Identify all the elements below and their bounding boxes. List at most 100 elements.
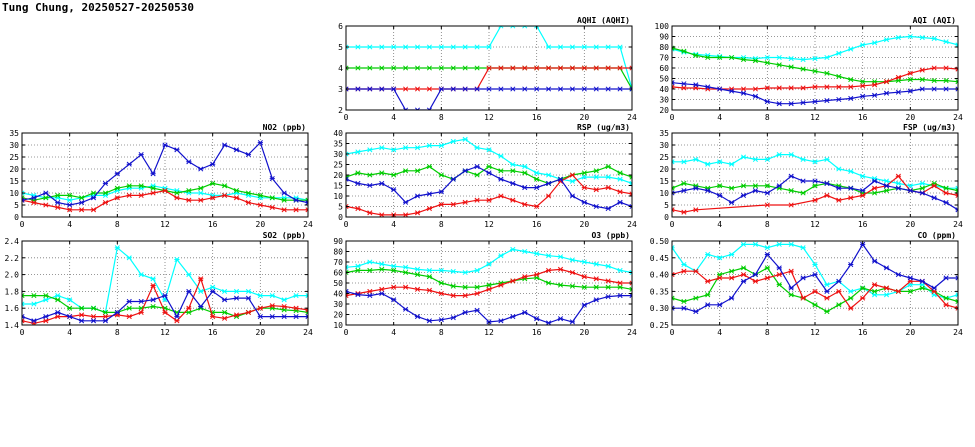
x-tick-label: 12 bbox=[810, 220, 820, 229]
data-point bbox=[379, 170, 385, 176]
data-point bbox=[162, 309, 168, 315]
data-point bbox=[67, 192, 73, 198]
data-point bbox=[186, 159, 192, 165]
chart-title: O3 (ppb) bbox=[591, 231, 630, 240]
data-point bbox=[426, 274, 433, 280]
data-point bbox=[55, 314, 61, 320]
data-point bbox=[581, 185, 587, 191]
data-point bbox=[800, 156, 806, 162]
data-point bbox=[391, 297, 397, 303]
data-point bbox=[764, 265, 770, 271]
data-point bbox=[812, 55, 818, 62]
data-point bbox=[210, 288, 216, 294]
x-tick-label: 24 bbox=[303, 220, 313, 229]
data-point bbox=[836, 96, 842, 103]
data-point bbox=[569, 269, 576, 276]
data-point bbox=[293, 305, 299, 311]
data-point bbox=[402, 284, 409, 290]
data-point bbox=[812, 84, 818, 90]
data-point bbox=[557, 254, 564, 260]
data-point bbox=[379, 290, 385, 297]
data-point bbox=[355, 206, 361, 212]
data-point bbox=[752, 156, 759, 162]
data-point bbox=[534, 203, 540, 210]
data-point bbox=[848, 195, 854, 201]
data-point bbox=[931, 78, 937, 84]
data-point bbox=[462, 199, 468, 205]
data-point bbox=[510, 197, 516, 203]
data-point bbox=[367, 172, 373, 178]
data-point bbox=[438, 44, 444, 50]
data-point bbox=[848, 76, 854, 83]
data-point bbox=[545, 253, 552, 259]
data-point bbox=[438, 65, 444, 71]
y-tick-label: 30 bbox=[659, 96, 669, 105]
y-tick-label: 40 bbox=[333, 290, 343, 299]
data-point bbox=[824, 84, 830, 90]
data-point bbox=[534, 176, 540, 182]
chart-title: NO2 (ppb) bbox=[263, 123, 306, 132]
x-tick-label: 24 bbox=[303, 328, 313, 337]
data-point bbox=[281, 207, 287, 213]
data-point bbox=[346, 176, 349, 182]
data-point bbox=[438, 317, 444, 323]
data-point bbox=[221, 142, 228, 148]
data-point bbox=[581, 199, 587, 205]
data-point bbox=[812, 178, 818, 184]
data-point bbox=[186, 305, 192, 311]
data-point bbox=[848, 288, 854, 294]
data-point bbox=[788, 241, 794, 247]
y-tick-label: 5 bbox=[338, 43, 343, 52]
x-tick-label: 8 bbox=[115, 328, 120, 337]
y-tick-label: 0 bbox=[14, 213, 19, 222]
data-point bbox=[355, 65, 361, 71]
data-point bbox=[812, 261, 818, 268]
data-point bbox=[860, 192, 866, 198]
data-point bbox=[486, 147, 492, 153]
data-point bbox=[474, 145, 480, 151]
data-point bbox=[883, 292, 890, 298]
data-point bbox=[617, 284, 623, 290]
data-point bbox=[919, 76, 925, 83]
series-group bbox=[346, 246, 632, 325]
data-point bbox=[848, 84, 854, 90]
data-point bbox=[593, 168, 599, 174]
data-point bbox=[498, 318, 504, 324]
data-point bbox=[919, 34, 925, 41]
data-point bbox=[498, 253, 504, 259]
data-point bbox=[895, 180, 902, 186]
data-point bbox=[705, 292, 711, 298]
data-point bbox=[534, 65, 540, 71]
data-point bbox=[198, 185, 204, 191]
data-point bbox=[67, 305, 73, 311]
y-tick-label: 100 bbox=[655, 22, 670, 31]
data-point bbox=[43, 318, 49, 324]
data-point bbox=[569, 172, 576, 178]
data-point bbox=[210, 161, 216, 167]
data-point bbox=[534, 316, 540, 322]
data-point bbox=[233, 295, 240, 301]
data-point bbox=[355, 86, 361, 92]
data-point bbox=[78, 207, 85, 213]
data-point bbox=[605, 86, 611, 92]
series-group bbox=[22, 140, 308, 213]
data-point bbox=[883, 178, 890, 184]
data-point bbox=[557, 176, 564, 182]
chart-title: AQI (AQI) bbox=[913, 16, 956, 25]
data-point bbox=[629, 191, 632, 197]
data-point bbox=[681, 81, 687, 87]
data-point bbox=[534, 26, 540, 29]
data-point bbox=[740, 183, 747, 189]
y-tick-label: 5 bbox=[338, 203, 343, 212]
data-point bbox=[346, 288, 349, 294]
data-point bbox=[402, 44, 409, 50]
y-tick-label: 35 bbox=[333, 140, 343, 149]
data-point bbox=[245, 309, 252, 315]
data-point bbox=[681, 209, 687, 215]
x-tick-label: 20 bbox=[580, 113, 590, 122]
data-point bbox=[581, 302, 587, 308]
y-tick-label: 3 bbox=[338, 85, 343, 94]
data-point bbox=[522, 86, 528, 92]
data-point bbox=[379, 145, 385, 151]
x-tick-label: 16 bbox=[208, 220, 218, 229]
